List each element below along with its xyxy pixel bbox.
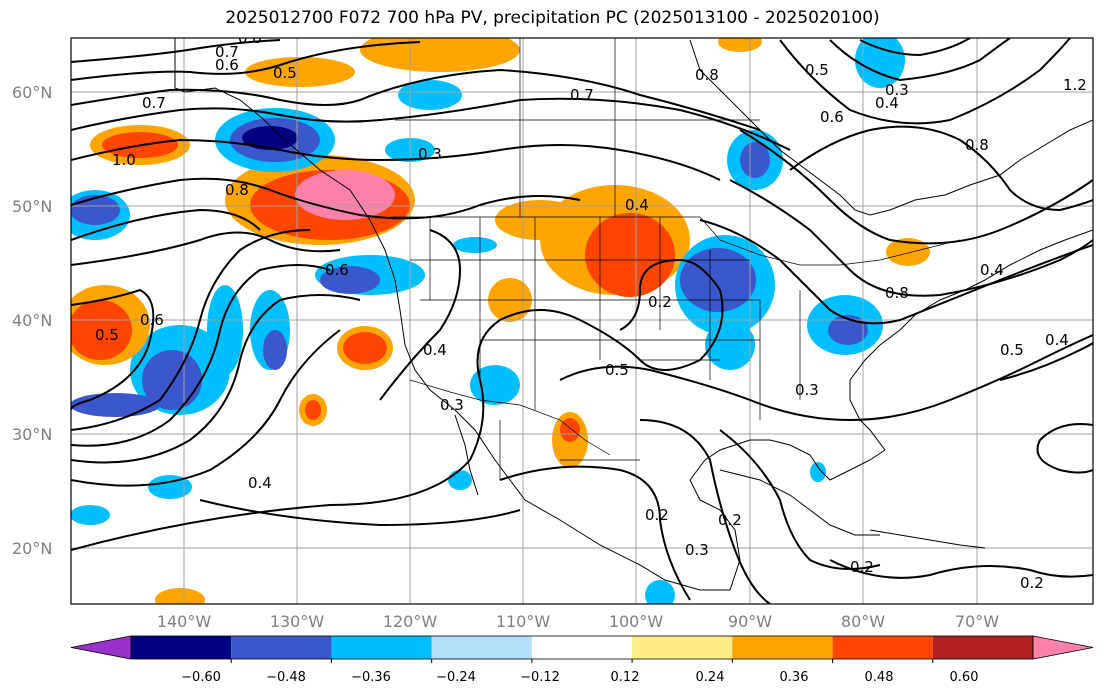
pv-contour-labels: 0.8 0.7 0.6 0.5 0.7 1.0 0.8 0.3 0.7 0.8 …: [95, 29, 1087, 592]
colorbar-tick-label: 0.12: [611, 670, 640, 685]
svg-text:0.7: 0.7: [570, 86, 594, 104]
svg-text:0.2: 0.2: [850, 558, 874, 576]
svg-text:0.3: 0.3: [885, 81, 909, 99]
lon-label-100w: 100°W: [609, 612, 664, 631]
colorbar-frame: [130, 635, 1034, 660]
svg-text:0.4: 0.4: [625, 196, 649, 214]
colorbar-segment: [431, 636, 532, 659]
svg-text:0.2: 0.2: [648, 293, 672, 311]
lon-label-90w: 90°W: [728, 612, 772, 631]
svg-text:0.5: 0.5: [1000, 341, 1024, 359]
svg-text:0.8: 0.8: [965, 136, 989, 154]
lon-label-130w: 130°W: [270, 612, 325, 631]
lon-label-110w: 110°W: [496, 612, 551, 631]
colorbar-tick-label: −0.24: [436, 670, 476, 685]
colorbar-tick-label: 0.24: [696, 670, 725, 685]
svg-text:0.6: 0.6: [325, 261, 349, 279]
colorbar-tick-label: 0.36: [780, 670, 809, 685]
svg-text:0.6: 0.6: [140, 311, 164, 329]
colorbar-extend-low: [70, 635, 132, 660]
lat-labels: 60°N 50°N 40°N 30°N 20°N: [12, 83, 52, 558]
map-title: 2025012700 F072 700 hPa PV, precipitatio…: [225, 8, 880, 28]
plot-frame: [70, 37, 1094, 605]
svg-text:0.2: 0.2: [1020, 574, 1044, 592]
lat-label-40: 40°N: [12, 311, 52, 330]
colorbar-segment: [531, 636, 633, 659]
svg-text:0.5: 0.5: [605, 361, 629, 379]
svg-text:0.4: 0.4: [423, 341, 447, 359]
colorbar-tick-label: −0.12: [520, 670, 560, 685]
svg-text:0.7: 0.7: [215, 43, 239, 61]
colorbar-segment: [732, 636, 833, 659]
svg-text:0.6: 0.6: [215, 56, 239, 74]
colorbar-extend-high: [1032, 635, 1094, 660]
colorbar-segment: [131, 636, 232, 659]
svg-text:0.3: 0.3: [440, 396, 464, 414]
svg-text:0.8: 0.8: [695, 66, 719, 84]
lat-label-50: 50°N: [12, 197, 52, 216]
svg-text:0.3: 0.3: [685, 541, 709, 559]
lon-label-140w: 140°W: [157, 612, 212, 631]
pv-contours: [71, 38, 1093, 604]
colorbar-tick-label: −0.60: [181, 670, 221, 685]
lon-label-80w: 80°W: [841, 612, 885, 631]
colorbar: [70, 635, 1094, 663]
colorbar-segment: [231, 636, 332, 659]
svg-text:0.5: 0.5: [273, 64, 297, 82]
svg-text:0.3: 0.3: [418, 145, 442, 163]
svg-text:1.0: 1.0: [112, 151, 136, 169]
svg-text:0.4: 0.4: [980, 261, 1004, 279]
colorbar-tick-label: 0.48: [865, 670, 894, 685]
borders: [390, 38, 961, 480]
lat-label-20: 20°N: [12, 539, 52, 558]
lat-label-60: 60°N: [12, 83, 52, 102]
colorbar-segment: [632, 636, 733, 659]
svg-text:0.7: 0.7: [142, 94, 166, 112]
lon-labels: 140°W 130°W 120°W 110°W 100°W 90°W 80°W …: [157, 612, 999, 631]
svg-text:0.2: 0.2: [718, 511, 742, 529]
svg-text:0.3: 0.3: [795, 381, 819, 399]
colorbar-tick-label: −0.48: [266, 670, 306, 685]
svg-text:0.8: 0.8: [238, 29, 262, 47]
colorbar-segment: [932, 636, 1033, 659]
svg-text:0.8: 0.8: [225, 181, 249, 199]
colorbar-labels: −0.60 −0.48 −0.36 −0.24 −0.12 0.12 0.24 …: [181, 670, 978, 685]
lon-label-120w: 120°W: [383, 612, 438, 631]
svg-text:0.4: 0.4: [875, 94, 899, 112]
colorbar-segment: [832, 636, 933, 659]
svg-text:0.5: 0.5: [95, 326, 119, 344]
svg-text:1.2: 1.2: [1063, 76, 1087, 94]
coastlines: [174, 38, 1093, 591]
graticule: [71, 38, 1093, 604]
svg-text:0.6: 0.6: [820, 108, 844, 126]
lon-label-70w: 70°W: [955, 612, 999, 631]
svg-text:0.4: 0.4: [1045, 331, 1069, 349]
lat-label-30: 30°N: [12, 425, 52, 444]
svg-text:0.2: 0.2: [645, 506, 669, 524]
colorbar-tick-label: 0.60: [950, 670, 979, 685]
svg-text:0.8: 0.8: [885, 284, 909, 302]
svg-text:0.5: 0.5: [805, 61, 829, 79]
colorbar-tick-label: −0.36: [351, 670, 391, 685]
svg-text:0.4: 0.4: [248, 474, 272, 492]
colorbar-segment: [331, 636, 432, 659]
